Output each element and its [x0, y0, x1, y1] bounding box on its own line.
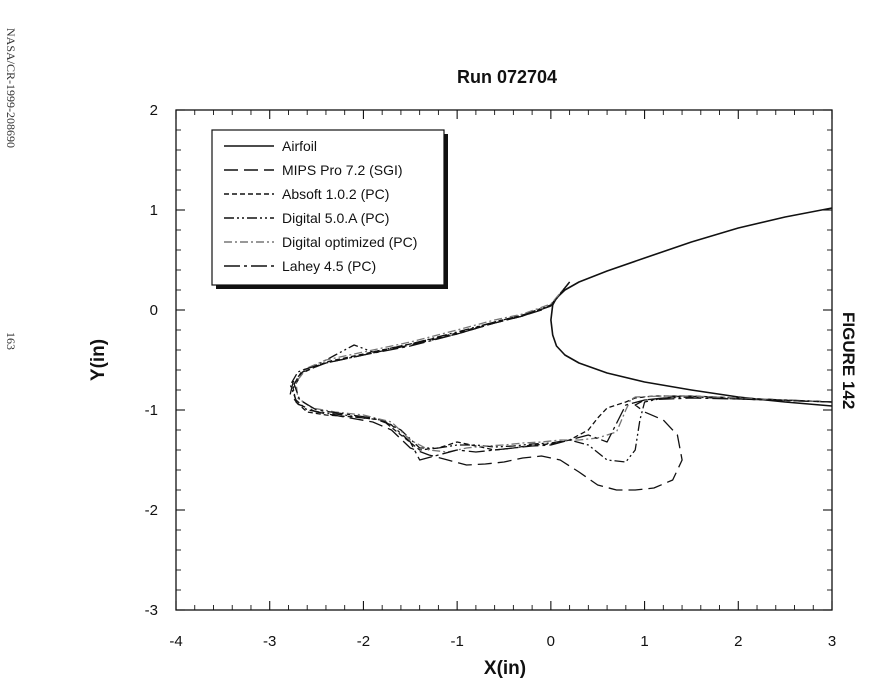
x-tick-label: -4 [169, 633, 182, 650]
legend-label-1: MIPS Pro 7.2 (SGI) [282, 162, 403, 178]
x-tick-label: -3 [263, 633, 276, 650]
series-group [289, 207, 833, 491]
x-tick-label: 2 [734, 633, 742, 650]
legend: Airfoil MIPS Pro 7.2 (SGI) Absoft 1.0.2 (P… [211, 129, 448, 289]
y-tick-label: -1 [145, 402, 158, 419]
chart-title: Run 072704 [457, 67, 557, 87]
x-tick-label: -2 [357, 633, 370, 650]
series-line-2 [292, 281, 833, 451]
plot-frame [175, 109, 833, 611]
series-line-1 [289, 281, 833, 491]
legend-label-3: Digital 5.0.A (PC) [282, 210, 389, 226]
y-tick-label: 1 [150, 202, 158, 219]
y-tick-label: -2 [145, 502, 158, 519]
y-tick-label: -3 [145, 602, 158, 619]
legend-label-5: Lahey 4.5 (PC) [282, 258, 376, 274]
axis-ticks: -4 -3 -2 -1 0 1 2 3 -3 -2 -1 0 1 2 [145, 102, 837, 650]
legend-label-2: Absoft 1.0.2 (PC) [282, 186, 389, 202]
series-line-5 [293, 281, 833, 461]
series-line-4 [295, 281, 833, 453]
x-tick-label: -1 [450, 633, 463, 650]
series-line-3 [289, 281, 833, 463]
legend-label-4: Digital optimized (PC) [282, 234, 417, 250]
y-tick-label: 2 [150, 102, 158, 119]
legend-label-0: Airfoil [282, 138, 317, 154]
x-axis-label: X(in) [484, 658, 526, 679]
legend-box [211, 129, 445, 286]
series-line-0 [550, 207, 833, 407]
y-axis-label: Y(in) [88, 339, 109, 381]
x-tick-label: 1 [640, 633, 648, 650]
x-tick-label: 3 [828, 633, 836, 650]
y-tick-label: 0 [150, 302, 158, 319]
x-tick-label: 0 [547, 633, 555, 650]
